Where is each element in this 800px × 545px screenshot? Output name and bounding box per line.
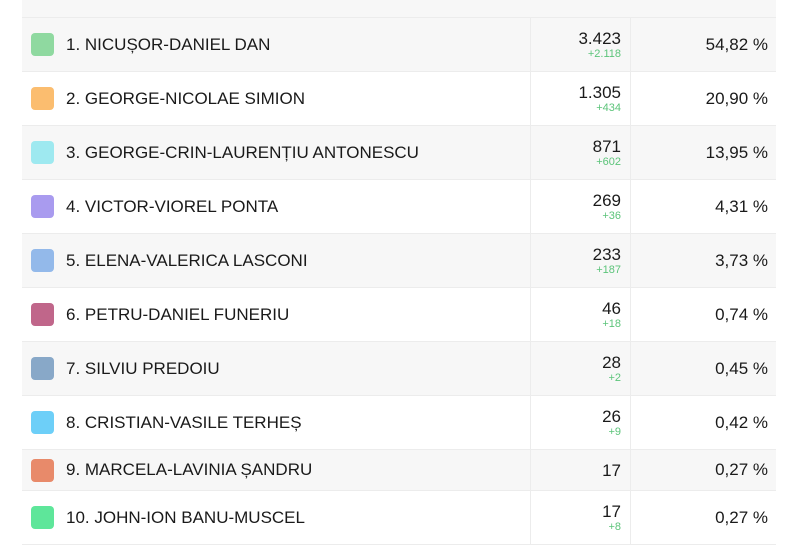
- candidate-name: 9. MARCELA-LAVINIA ȘANDRU: [66, 460, 313, 479]
- votes-cell: 17 +8: [531, 491, 631, 544]
- candidate-row[interactable]: 9. MARCELA-LAVINIA ȘANDRU 17 0,27 %: [22, 450, 776, 491]
- percent: 13,95 %: [705, 142, 768, 162]
- vote-count: 46: [602, 298, 621, 318]
- candidate-name-cell: 1. NICUȘOR-DANIEL DAN: [22, 18, 531, 71]
- candidate-row[interactable]: 6. PETRU-DANIEL FUNERIU 46 +18 0,74 %: [22, 288, 776, 342]
- vote-count: 1.305: [578, 82, 621, 102]
- candidate-row[interactable]: 1. NICUȘOR-DANIEL DAN 3.423 +2.118 54,82 …: [22, 18, 776, 72]
- color-swatch: [31, 141, 54, 164]
- vote-delta: +9: [608, 425, 621, 438]
- candidate-name-cell: 6. PETRU-DANIEL FUNERIU: [22, 288, 531, 341]
- candidate-row[interactable]: 8. CRISTIAN-VASILE TERHEȘ 26 +9 0,42 %: [22, 396, 776, 450]
- percent: 0,27 %: [715, 460, 768, 479]
- percent: 0,45 %: [715, 358, 768, 378]
- candidate-name: 4. VICTOR-VIOREL PONTA: [66, 196, 279, 216]
- votes-cell: 269 +36: [531, 180, 631, 233]
- percent: 0,42 %: [715, 412, 768, 432]
- color-swatch: [31, 303, 54, 326]
- candidate-name: 1. NICUȘOR-DANIEL DAN: [66, 34, 271, 54]
- vote-delta: +2.118: [587, 47, 621, 60]
- candidate-name-cell: 9. MARCELA-LAVINIA ȘANDRU: [22, 450, 531, 490]
- candidate-row[interactable]: 3. GEORGE-CRIN-LAURENȚIU ANTONESCU 871 +6…: [22, 126, 776, 180]
- vote-delta: +8: [608, 520, 621, 533]
- vote-delta: +18: [602, 317, 621, 330]
- percent: 54,82 %: [705, 34, 768, 54]
- percent: 3,73 %: [715, 250, 768, 270]
- candidate-name-cell: 2. GEORGE-NICOLAE SIMION: [22, 72, 531, 125]
- candidate-row[interactable]: 4. VICTOR-VIOREL PONTA 269 +36 4,31 %: [22, 180, 776, 234]
- votes-cell: 233 +187: [531, 234, 631, 287]
- candidate-name-cell: 10. JOHN-ION BANU-MUSCEL: [22, 491, 531, 544]
- votes-cell: 871 +602: [531, 126, 631, 179]
- color-swatch: [31, 195, 54, 218]
- percent: 0,74 %: [715, 304, 768, 324]
- vote-delta: +187: [596, 263, 621, 276]
- vote-count: 3.423: [578, 28, 621, 48]
- candidate-name: 7. SILVIU PREDOIU: [66, 358, 220, 378]
- candidate-name: 10. JOHN-ION BANU-MUSCEL: [66, 507, 305, 527]
- candidate-name: 2. GEORGE-NICOLAE SIMION: [66, 88, 305, 108]
- vote-delta: +602: [596, 155, 621, 168]
- candidate-name-cell: 8. CRISTIAN-VASILE TERHEȘ: [22, 396, 531, 449]
- votes-cell: 28 +2: [531, 342, 631, 395]
- candidate-row[interactable]: 7. SILVIU PREDOIU 28 +2 0,45 %: [22, 342, 776, 396]
- color-swatch: [31, 506, 54, 529]
- vote-count: 17: [602, 460, 621, 480]
- vote-delta: +2: [608, 371, 621, 384]
- vote-count: 269: [592, 190, 621, 210]
- votes-cell: 1.305 +434: [531, 72, 631, 125]
- votes-cell: 26 +9: [531, 396, 631, 449]
- candidate-name: 5. ELENA-VALERICA LASCONI: [66, 250, 308, 270]
- percent: 0,27 %: [715, 507, 768, 527]
- table-header: [22, 0, 776, 18]
- candidate-row[interactable]: 2. GEORGE-NICOLAE SIMION 1.305 +434 20,90…: [22, 72, 776, 126]
- color-swatch: [31, 411, 54, 434]
- color-swatch: [31, 357, 54, 380]
- color-swatch: [31, 33, 54, 56]
- results-table: 1. NICUȘOR-DANIEL DAN 3.423 +2.118 54,82 …: [22, 0, 776, 545]
- vote-delta: +434: [596, 101, 621, 114]
- vote-delta: +36: [602, 209, 621, 222]
- vote-count: 871: [592, 136, 621, 156]
- color-swatch: [31, 87, 54, 110]
- votes-cell: 17: [531, 450, 631, 490]
- percent: 4,31 %: [715, 196, 768, 216]
- candidate-name-cell: 4. VICTOR-VIOREL PONTA: [22, 180, 531, 233]
- candidate-name-cell: 5. ELENA-VALERICA LASCONI: [22, 234, 531, 287]
- candidate-name: 3. GEORGE-CRIN-LAURENȚIU ANTONESCU: [66, 142, 419, 162]
- vote-count: 26: [602, 406, 621, 426]
- vote-count: 233: [592, 244, 621, 264]
- candidate-name-cell: 3. GEORGE-CRIN-LAURENȚIU ANTONESCU: [22, 126, 531, 179]
- candidate-row[interactable]: 5. ELENA-VALERICA LASCONI 233 +187 3,73 %: [22, 234, 776, 288]
- percent: 20,90 %: [705, 88, 768, 108]
- color-swatch: [31, 458, 54, 482]
- candidate-row[interactable]: 10. JOHN-ION BANU-MUSCEL 17 +8 0,27 %: [22, 491, 776, 545]
- votes-cell: 3.423 +2.118: [531, 18, 631, 71]
- vote-count: 17: [602, 501, 621, 521]
- votes-cell: 46 +18: [531, 288, 631, 341]
- candidate-name-cell: 7. SILVIU PREDOIU: [22, 342, 531, 395]
- candidate-name: 6. PETRU-DANIEL FUNERIU: [66, 304, 290, 324]
- candidate-name: 8. CRISTIAN-VASILE TERHEȘ: [66, 412, 302, 432]
- color-swatch: [31, 249, 54, 272]
- vote-count: 28: [602, 352, 621, 372]
